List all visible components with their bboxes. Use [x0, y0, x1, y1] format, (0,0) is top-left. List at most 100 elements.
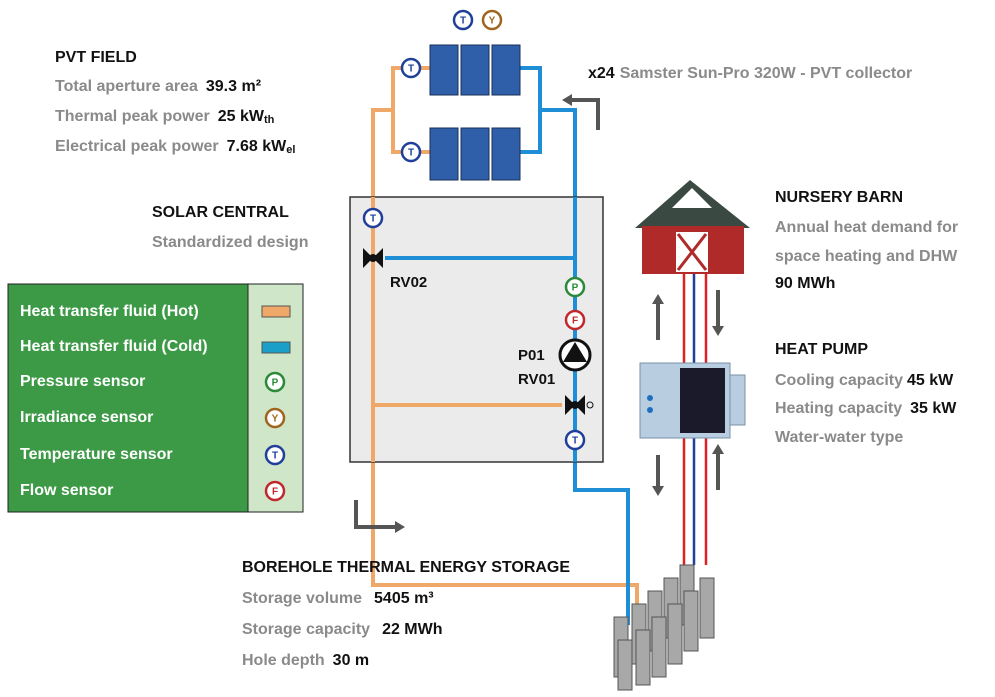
- text-part: Hole depth: [242, 652, 325, 669]
- flow-arrows: [354, 98, 720, 529]
- barn: [635, 180, 750, 274]
- shape: [570, 98, 600, 130]
- shape: [617, 639, 633, 691]
- text-part: 35 kW: [910, 400, 957, 417]
- shape: [712, 444, 724, 454]
- sensor: [452, 9, 474, 31]
- sensor: [264, 444, 286, 466]
- rv01-label: RV01: [518, 371, 555, 388]
- legend-label: Irradiance sensor: [20, 409, 153, 426]
- shape: [729, 374, 746, 426]
- shape: [563, 342, 587, 362]
- rv02-label: RV02: [390, 274, 427, 291]
- legend-label: Heat transfer fluid (Cold): [20, 338, 208, 355]
- sensor: [481, 9, 503, 31]
- solar-title: SOLAR CENTRAL: [152, 204, 289, 221]
- legend-label: Heat transfer fluid (Hot): [20, 303, 199, 320]
- legend-label: Temperature sensor: [20, 446, 173, 463]
- shape: [491, 127, 521, 181]
- text-part: 39.3 m²: [206, 78, 261, 95]
- text-part: Storage capacity: [242, 621, 370, 638]
- shape: [647, 407, 653, 413]
- text-part: Total aperture area: [55, 78, 198, 95]
- hp-title: HEAT PUMP: [775, 341, 868, 358]
- pvt-row: Total aperture area 39.3 m²: [55, 78, 261, 95]
- shape: [699, 577, 715, 639]
- text-part: el: [286, 144, 295, 156]
- pvt-panels: [429, 44, 521, 181]
- shape: [429, 127, 459, 181]
- barn-line: Annual heat demand for: [775, 219, 958, 236]
- solar-subtitle: Standardized design: [152, 234, 308, 251]
- text-part: 22 MWh: [382, 621, 442, 638]
- shape: [460, 44, 490, 96]
- legend-label: Flow sensor: [20, 482, 113, 499]
- sensor-letter: T: [272, 451, 278, 462]
- shape: [712, 326, 724, 336]
- sensor-letter: P: [272, 378, 279, 389]
- text-part: x24: [588, 65, 615, 82]
- shape: [395, 521, 405, 533]
- sensor-letter: P: [572, 283, 579, 294]
- shape: [586, 401, 594, 409]
- shape: [652, 486, 664, 496]
- collector: x24 Samster Sun-Pro 320W - PVT collector: [588, 65, 912, 82]
- shape: [429, 44, 459, 96]
- text-part: 30 m: [333, 652, 369, 669]
- hp-row: Heating capacity 35 kW: [775, 400, 957, 417]
- sensor: [564, 309, 586, 331]
- shape: [667, 603, 683, 665]
- shape: [562, 94, 572, 106]
- sensor: [362, 207, 384, 229]
- shape: [369, 254, 377, 262]
- sensor-letter: T: [572, 436, 578, 447]
- text-part: Cooling capacity: [775, 372, 903, 389]
- text-part: th: [264, 114, 275, 126]
- bteS-title: BOREHOLE THERMAL ENERGY STORAGE: [242, 559, 570, 576]
- sensor-letter: F: [272, 487, 278, 498]
- shape: [672, 188, 712, 208]
- text-part: Thermal peak power: [55, 108, 210, 125]
- legend-label: Pressure sensor: [20, 373, 145, 390]
- sensor-letter: T: [408, 148, 414, 159]
- cold-pipe: [520, 66, 630, 625]
- text-part: Heating capacity: [775, 400, 902, 417]
- p01-label: P01: [518, 347, 545, 364]
- bteS-row: Storage capacity 22 MWh: [242, 621, 443, 638]
- legend-icons: [247, 283, 304, 513]
- shape: [571, 401, 579, 409]
- shape: [680, 368, 725, 433]
- text-part: 25 kW: [218, 108, 265, 125]
- bteS-row: Hole depth 30 m: [242, 652, 369, 669]
- sensor-letter: T: [370, 214, 376, 225]
- text-part: Storage volume: [242, 590, 362, 607]
- text-part: 7.68 kW: [227, 138, 287, 155]
- shape: [491, 44, 521, 96]
- pump-p01: [558, 338, 592, 372]
- sensor: [264, 371, 286, 393]
- valve-rv01: [565, 395, 594, 415]
- sensor: [264, 480, 286, 502]
- text-part: 45 kW: [907, 372, 954, 389]
- shape: [354, 500, 398, 529]
- boreholes: [613, 564, 715, 691]
- sensor-letter: Y: [489, 16, 496, 27]
- shape: [460, 127, 490, 181]
- text-part: Samster Sun-Pro 320W - PVT collector: [620, 65, 913, 82]
- sensor: [400, 141, 422, 163]
- sensor: [264, 407, 286, 429]
- hp-row: Cooling capacity 45 kW: [775, 372, 954, 389]
- sensor: [400, 57, 422, 79]
- legend-box: [7, 283, 249, 513]
- legend-cold: [261, 341, 291, 354]
- legend-hot: [261, 305, 291, 318]
- text-part: Electrical peak power: [55, 138, 219, 155]
- bteS-row: Storage volume 5405 m³: [242, 590, 434, 607]
- shape: [647, 395, 653, 401]
- valve-rv02: [363, 248, 383, 268]
- sensor: [564, 276, 586, 298]
- arrow-heads: [395, 94, 724, 533]
- sensor-letter: T: [460, 16, 466, 27]
- pvt-row: Electrical peak power 7.68 kWel: [55, 138, 295, 156]
